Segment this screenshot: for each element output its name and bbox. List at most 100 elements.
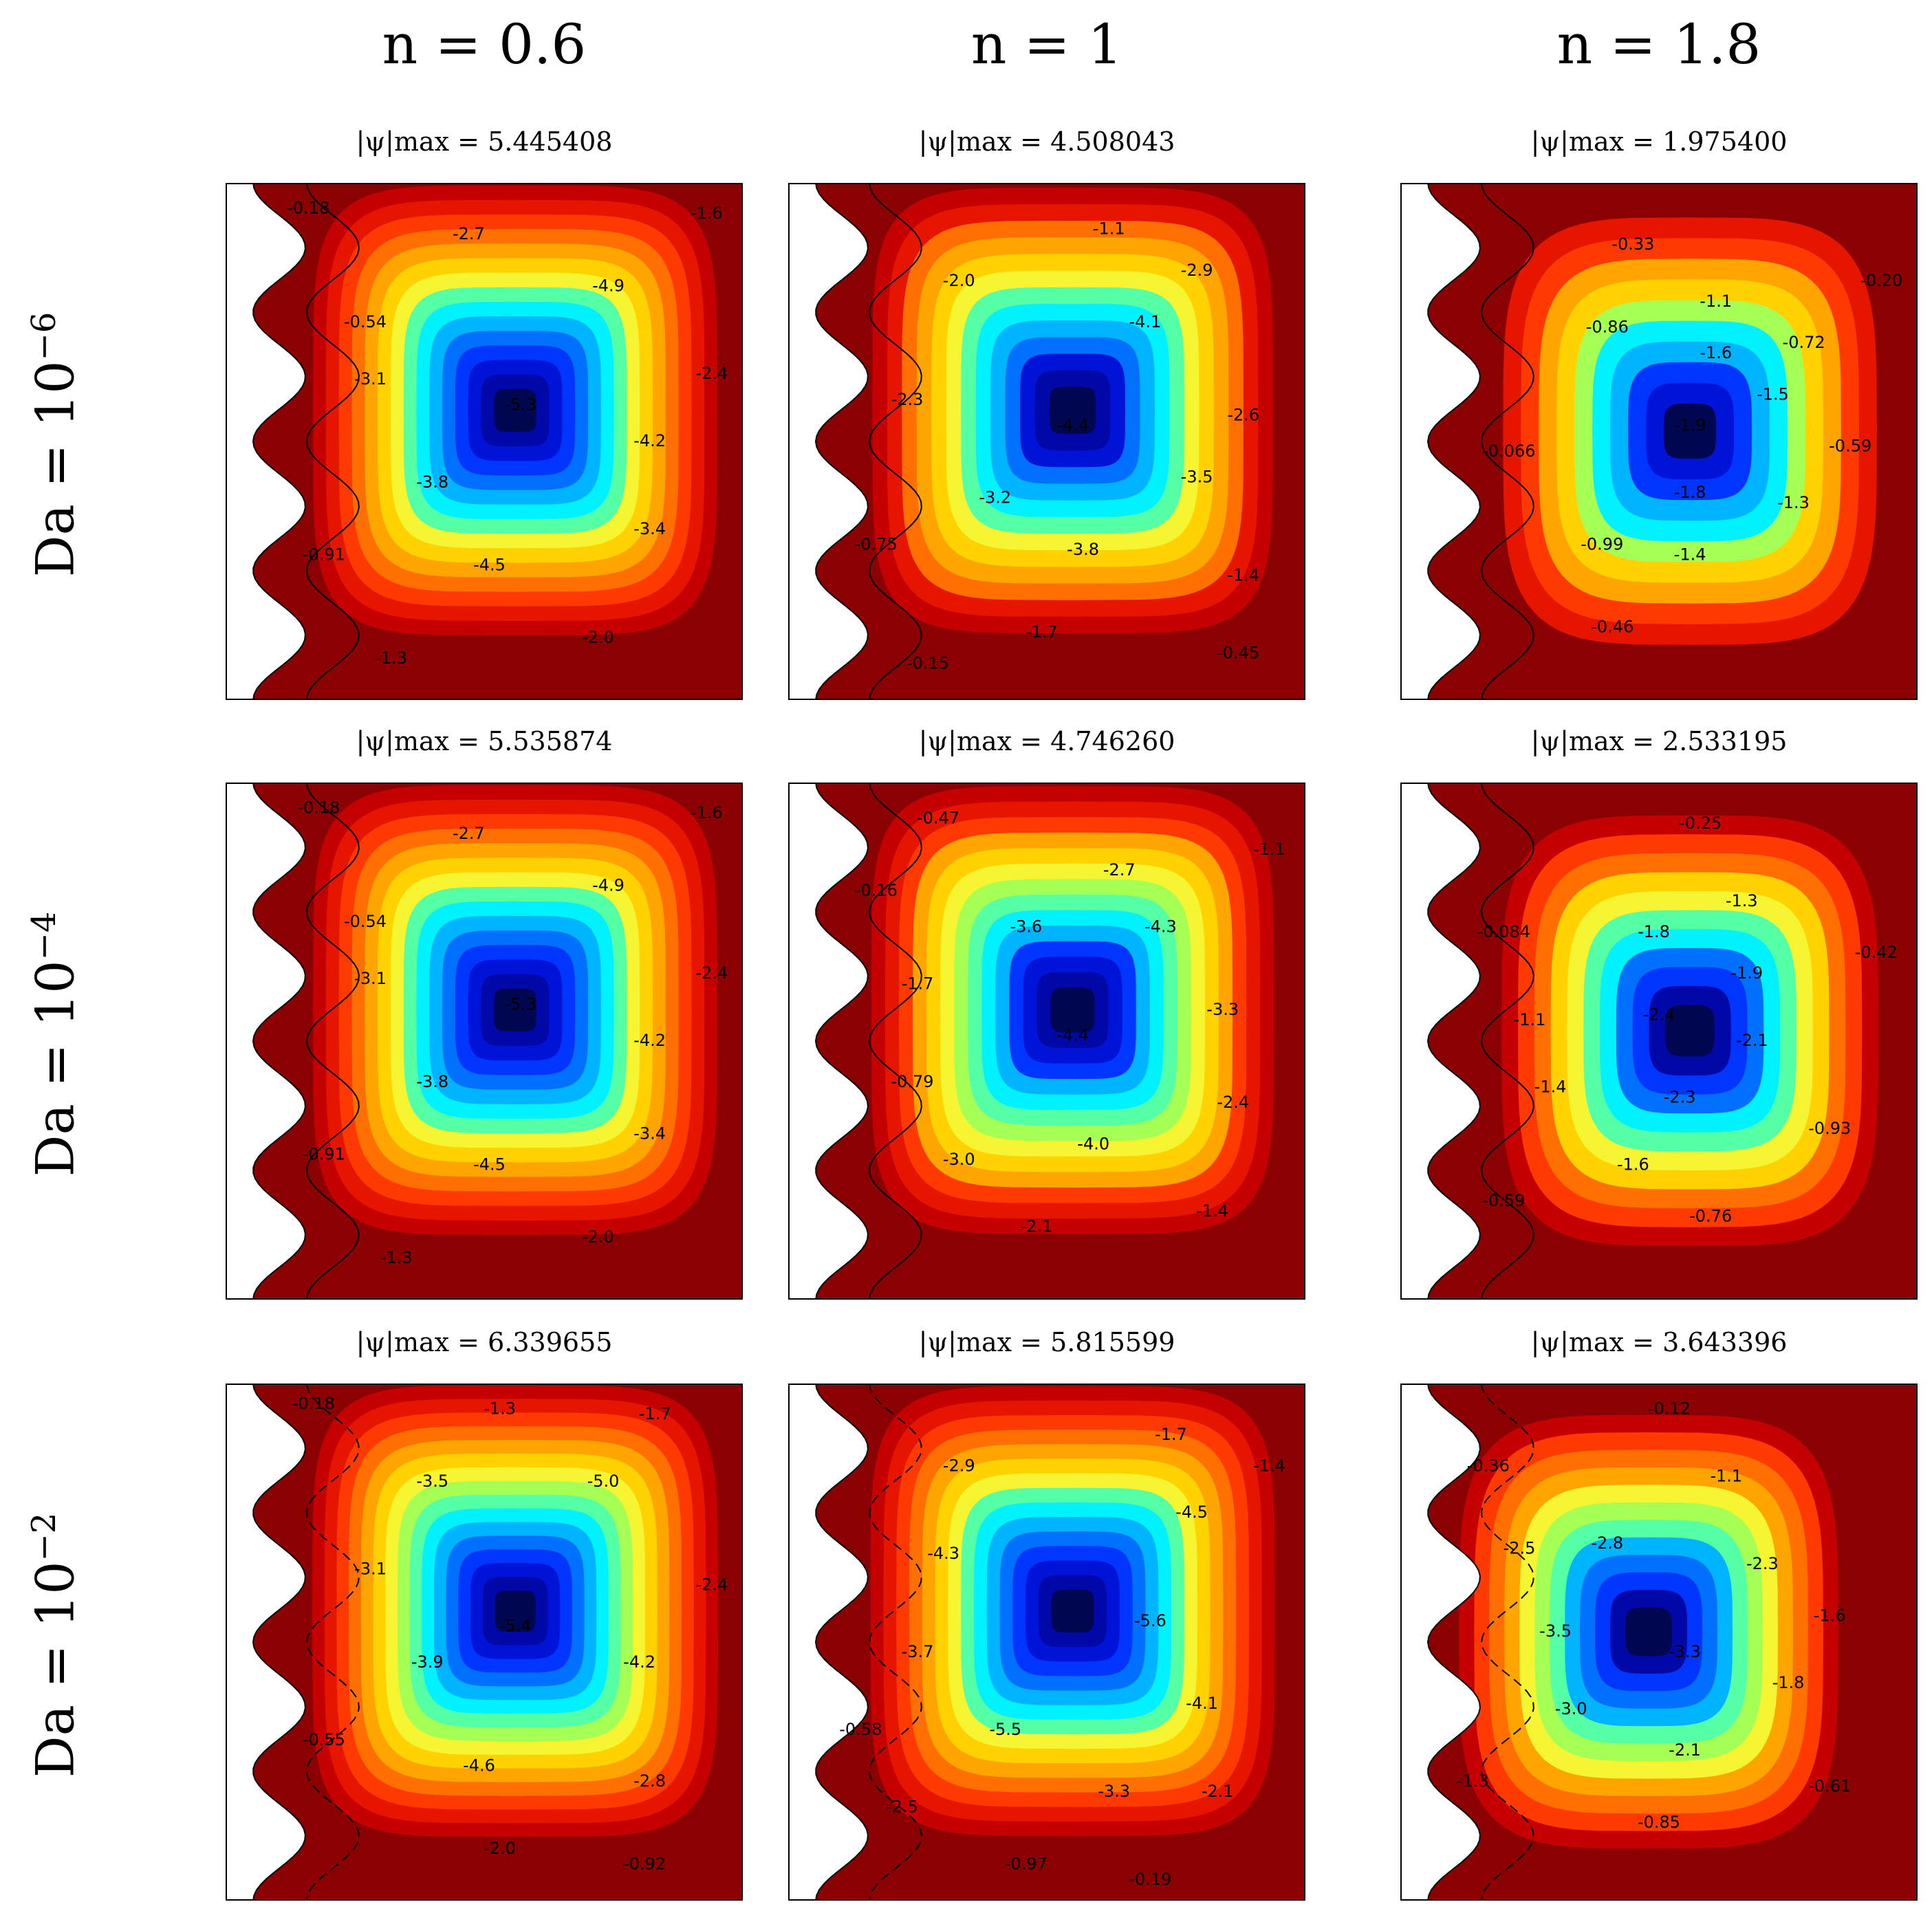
contour-label: -4.4 (1056, 1026, 1089, 1045)
contour-panel-2: -1.1 -2.0 -2.9 -4.1 -2.3 -2.6 -4.4 -3.5 -3.2 -0.7… (788, 183, 1305, 700)
contour-plot: -0.18 -2.7 -1.6 -4.9 -0.54 -3.1 -2.4 -5.3 -4.2 -3… (226, 783, 743, 1300)
contour-band (1050, 386, 1096, 435)
contour-label: -0.61 (1808, 1777, 1851, 1796)
contour-label: -0.066 (1482, 441, 1535, 461)
contour-label: -1.7 (1025, 622, 1058, 642)
contour-label: -2.1 (1736, 1031, 1768, 1050)
porous-interface (1480, 1384, 1534, 1901)
contour-label: -0.46 (1591, 617, 1633, 637)
contour-label: -2.4 (695, 364, 728, 383)
contour-label: -2.0 (582, 628, 614, 647)
contour-label: -4.2 (623, 1652, 655, 1672)
contour-label: -1.4 (1674, 545, 1706, 564)
contour-label: -1.6 (691, 803, 723, 822)
panel-frame (1400, 1384, 1918, 1901)
contour-label: -1.1 (1093, 219, 1125, 239)
contour-panel-8: -1.7 -2.9 -1.4 -4.5 -4.3 -5.6 -3.7 -4.1 -0.58 -5.… (788, 1384, 1305, 1901)
contour-label: -3.6 (1010, 917, 1042, 937)
contour-label: -1.6 (1814, 1606, 1846, 1625)
contour-label: -0.33 (1611, 234, 1654, 254)
contour-label: -0.18 (287, 199, 329, 218)
panel-frame (226, 1384, 743, 1901)
contour-label: -1.4 (1534, 1078, 1567, 1097)
panel-frame (1400, 183, 1918, 700)
contour-label: -0.72 (1783, 333, 1825, 352)
porous-interface (1480, 783, 1534, 1300)
contour-label: -2.1 (1021, 1217, 1053, 1236)
contour-label: -0.42 (1855, 943, 1898, 962)
panel-title-1: |ψ|max = 5.445408 (356, 127, 613, 157)
contour-label: -0.79 (891, 1072, 933, 1091)
contour-panel-9: -0.12 -0.36 -1.1 -2.5 -2.8 -2.3 -1.6 -3.5 -3.3 -1… (1400, 1384, 1918, 1901)
contour-label: -0.99 (1581, 534, 1623, 554)
panel-frame (226, 183, 743, 700)
contour-label: -2.4 (695, 1575, 728, 1594)
contour-label: -0.91 (303, 1144, 345, 1163)
contour-label: -4.3 (1144, 917, 1177, 937)
contour-label: -2.3 (1746, 1554, 1779, 1573)
wavy-wall (1426, 783, 1481, 1300)
porous-interface (305, 183, 360, 700)
contour-label: -1.1 (1514, 1010, 1546, 1029)
contour-label: -1.3 (1777, 493, 1810, 512)
contour-label: -2.5 (886, 1797, 918, 1817)
contour-label: -0.91 (303, 545, 345, 564)
contour-label: -3.3 (1098, 1782, 1130, 1801)
contour-label: -0.19 (1129, 1870, 1171, 1889)
contour-panel-3: -0.33 -0.20 -1.1 -0.86 -0.72 -1.6 -1.5 -1.9 -0.0… (1400, 183, 1918, 700)
wavy-wall (252, 1384, 306, 1901)
contour-label: -1.4 (1227, 566, 1259, 585)
panel-frame (788, 183, 1305, 700)
wavy-wall (252, 783, 306, 1300)
panel-title-3: |ψ|max = 1.975400 (1530, 127, 1788, 157)
contour-label: -1.8 (1638, 922, 1670, 941)
contour-label: -4.0 (1077, 1134, 1109, 1153)
panel-frame (226, 783, 743, 1300)
contour-label: -0.18 (292, 1394, 335, 1413)
contour-label: -0.97 (1005, 1854, 1048, 1873)
contour-label: -5.3 (504, 994, 536, 1014)
contour-label: -0.85 (1638, 1813, 1680, 1832)
porous-interface (305, 1384, 360, 1901)
contour-label: -1.9 (1730, 963, 1763, 983)
contour-label: -4.2 (633, 1031, 666, 1050)
contour-label: -1.7 (639, 1404, 671, 1423)
contour-label: -1.9 (1674, 415, 1706, 435)
contour-label: -0.54 (344, 912, 387, 931)
panel-frame (1400, 783, 1918, 1300)
contour-label: -5.3 (504, 395, 536, 414)
contour-label: -3.2 (979, 488, 1011, 507)
contour-label: -3.4 (633, 1124, 666, 1143)
contour-label: -4.1 (1129, 312, 1161, 331)
contour-label: -2.3 (891, 390, 924, 409)
contour-band (1664, 403, 1717, 459)
contour-label: -0.92 (623, 1854, 666, 1873)
contour-label: -4.1 (1186, 1694, 1218, 1713)
panel-title-8: |ψ|max = 5.815599 (918, 1327, 1175, 1357)
wavy-wall (252, 183, 306, 700)
contour-label: -2.7 (1103, 860, 1136, 879)
contour-label: -1.8 (1674, 483, 1706, 502)
contour-label: -3.7 (902, 1642, 934, 1661)
column-header-2: n = 1 (970, 12, 1123, 76)
contour-label: -2.1 (1202, 1782, 1234, 1801)
contour-plot: -1.1 -2.0 -2.9 -4.1 -2.3 -2.6 -4.4 -3.5 -3.2 -0.7… (788, 183, 1305, 700)
contour-plot: -0.25 -0.084 -1.3 -1.8 -0.42 -1.9 -1.1 -2.4 -2.1… (1400, 783, 1918, 1300)
contour-label: -0.59 (1482, 1191, 1525, 1210)
row-header-3: Da = 10−2 (24, 1512, 86, 1778)
contour-label: -1.6 (1700, 343, 1732, 362)
contour-label: -0.084 (1477, 922, 1530, 941)
contour-label: -5.6 (1134, 1611, 1166, 1630)
contour-label: -4.4 (1056, 415, 1089, 435)
contour-label: -3.8 (416, 1072, 448, 1091)
contour-label: -1.3 (1726, 891, 1758, 910)
contour-plot: -0.18 -2.7 -1.6 -4.9 -0.54 -3.1 -2.4 -5.3 -4.2 -3… (226, 183, 743, 700)
contour-label: -3.5 (416, 1472, 448, 1491)
contour-label: -1.7 (902, 974, 934, 993)
contour-label: -2.3 (1664, 1088, 1696, 1107)
contour-label: -3.9 (411, 1652, 444, 1672)
contour-label: -1.6 (1617, 1155, 1649, 1174)
contour-label: -1.1 (1710, 1466, 1742, 1485)
contour-plot: -0.12 -0.36 -1.1 -2.5 -2.8 -2.3 -1.6 -3.5 -3.3 -1… (1400, 1384, 1918, 1901)
wavy-wall (814, 783, 869, 1300)
